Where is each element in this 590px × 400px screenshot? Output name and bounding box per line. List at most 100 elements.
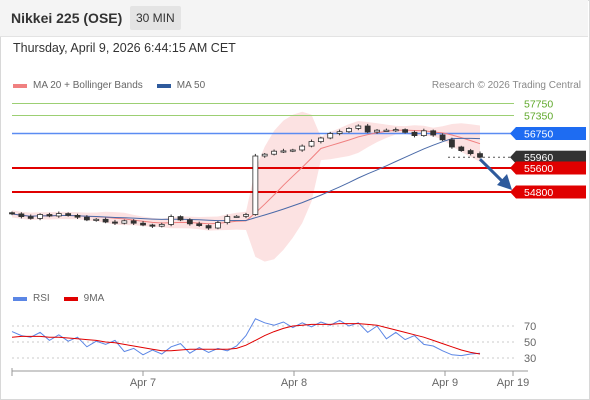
ma20-swatch [13,83,27,88]
candle [112,219,118,225]
candle [102,217,109,224]
candle [140,221,146,227]
level-label: 56750 [510,127,586,140]
candle [158,222,165,228]
candle-body [364,125,371,133]
candle-body [411,131,418,137]
candle-body [261,153,268,157]
candle-body [280,150,287,153]
candle [355,124,362,131]
timestamp: Thursday, April 9, 2026 6:44:15 AM CET [13,41,236,55]
legend-ma20-label: MA 20 + Bollinger Bands [33,80,143,91]
level-label-text: 55960 [524,152,553,164]
candle-body [299,145,306,151]
rsi-tick-label: 50 [524,337,536,349]
candle [186,218,193,226]
candle [430,129,437,137]
candle-body [93,218,100,221]
candle-body [439,134,446,141]
time-tick-label: Apr 9 [432,377,458,389]
candle [402,128,409,134]
bollinger-band [12,111,480,262]
level-label-pointer [510,150,516,164]
level-label-text: 57750 [524,98,553,110]
candle [243,212,249,219]
time-tick-label: Apr 8 [281,377,307,389]
instrument-title: Nikkei 225 (OSE) [11,10,123,26]
candle-body [46,214,53,217]
candle [224,214,231,225]
level-label-box [516,127,586,140]
candle-body [9,212,15,215]
chart-header: Nikkei 225 (OSE) 30 MIN [0,0,588,37]
candle [458,145,465,152]
legend-ma20: MA 20 + Bollinger Bands [13,80,143,91]
candle-body [383,129,390,132]
candle [336,129,343,136]
rsi-legend: RSI 9MA [13,293,118,304]
candle-body [430,130,437,136]
candle-body [158,223,165,227]
candle-body [467,150,474,155]
candle-body [308,141,315,147]
legend-ma50-label: MA 50 [176,80,206,91]
candle-body [327,133,334,139]
level-label: 57350 [524,110,553,122]
candle [83,215,90,222]
candle-body [140,222,146,226]
candle [271,149,277,156]
candle [149,223,156,228]
legend-9ma: 9MA [63,293,104,304]
candle [477,151,483,159]
candle-body [355,125,362,129]
candle-body [112,221,118,224]
level-label-pointer [510,127,516,140]
candle-body [224,216,231,224]
candle-body [102,218,109,223]
candle [205,224,212,230]
ma9-swatch [63,296,78,301]
candle [215,220,221,230]
candle-body [449,139,455,148]
legend-ma50: MA 50 [156,80,206,91]
candle [196,221,203,227]
level-label-text: 57350 [524,110,553,122]
timeframe-button[interactable]: 30 MIN [130,6,181,30]
level-label-box [516,161,586,175]
level-label-box [516,185,586,199]
level-label: 54800 [510,185,586,199]
ma50-line [11,137,481,222]
candle-body [130,220,137,224]
candle [233,215,240,218]
level-label-text: 56750 [524,128,553,140]
candle [327,131,334,140]
forecast-arrow-shaft [478,158,505,184]
candle [46,212,53,218]
candle [9,211,15,216]
candle [308,139,315,148]
candle [74,213,81,219]
candle-body [149,224,156,227]
candle [280,148,287,153]
candle [55,211,62,218]
level-label: 55960 [510,150,586,164]
candle-body [458,146,465,151]
time-axis: Apr 7 Apr 8 Apr 9 Apr 19 [11,368,529,389]
candle-body [196,223,203,227]
candle [252,153,259,216]
candle [168,214,175,227]
level-label-text: 55600 [524,163,553,175]
level-label: 57750 [524,98,553,110]
candle [467,148,474,156]
copyright-note: Research © 2026 Trading Central [431,80,581,91]
candle [130,219,137,225]
candle-body [74,214,81,218]
level-label-pointer [510,185,516,199]
candle [449,137,455,149]
candle-body [121,220,128,224]
candle-body [233,215,240,218]
candle-body [346,127,352,133]
candle [18,212,25,219]
